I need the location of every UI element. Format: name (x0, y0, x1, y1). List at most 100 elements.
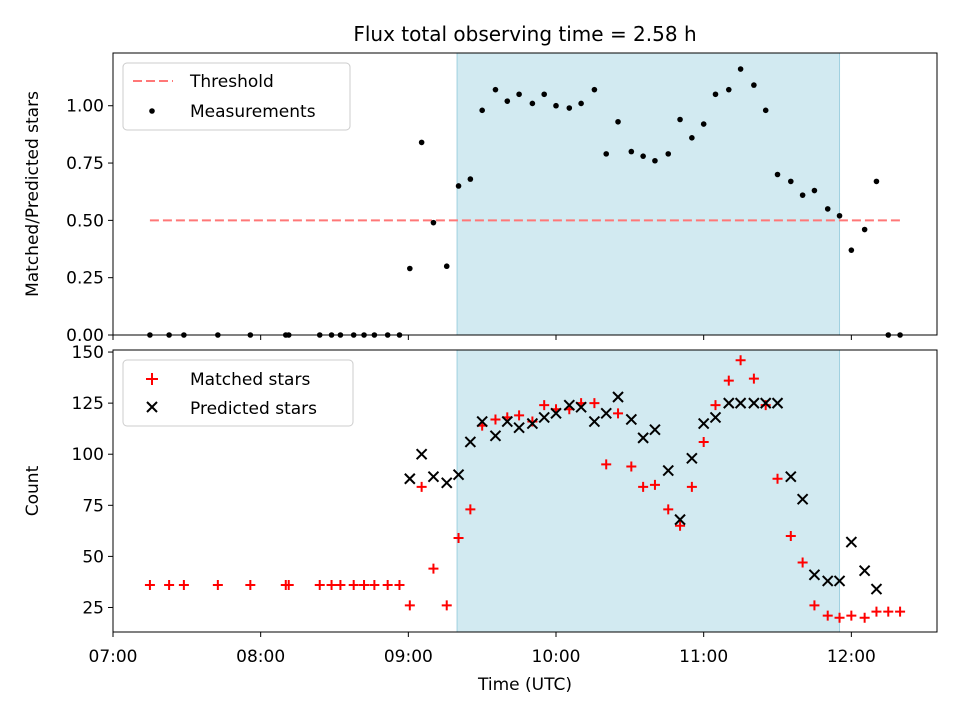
measurement-point (516, 91, 522, 98)
matched-star-point (394, 580, 405, 590)
predicted-star-point (686, 452, 698, 465)
bottom-axes-frame (112, 349, 938, 633)
bottom-legend-box (122, 359, 354, 427)
matched-star-point (859, 612, 870, 623)
measurement-point (615, 118, 621, 125)
predicted-star-point (415, 448, 428, 460)
matched-star-point (785, 530, 796, 541)
measurement-point (665, 151, 672, 157)
matched-star-point (178, 580, 189, 590)
measurement-point (774, 171, 781, 178)
top-panel: 0.00 0.25 0.50 0.75 1.00 Matched/Predicted s… (23, 52, 938, 346)
matched-star-point (589, 398, 600, 409)
matched-star-point (871, 606, 882, 617)
predicted-star-point (600, 407, 612, 420)
measurement-point (762, 107, 769, 114)
bottom-legend: Matched stars Predicted stars (122, 359, 354, 427)
y-tick-label: 1.00 (66, 97, 104, 117)
y-tick-label: 0.50 (66, 211, 104, 231)
measurement-point (467, 176, 474, 182)
bottom-y-axis-label: Count (23, 465, 43, 516)
matched-star-point (797, 557, 808, 568)
y-tick-label: 125 (72, 394, 104, 414)
matched-star-point (144, 580, 155, 590)
predicted-star-point (563, 399, 576, 411)
matched-star-point (283, 580, 294, 590)
matched-star-point (613, 408, 624, 419)
matched-star-point (416, 481, 427, 492)
x-tick-label: 07:00 (89, 647, 138, 667)
matched-star-point (638, 481, 649, 492)
measurement-point (407, 265, 413, 272)
predicted-star-point (526, 417, 539, 430)
matched-star-point (710, 400, 721, 411)
predicted-star-point (697, 417, 710, 430)
matched-star-point (369, 580, 380, 590)
predicted-star-point (538, 411, 550, 424)
legend-matched-label: Matched stars (190, 370, 310, 390)
predicted-star-point (452, 468, 465, 481)
measurement-point (529, 100, 536, 107)
matched-star-point (735, 355, 746, 366)
predicted-star-point (464, 436, 477, 448)
observing-window-band (456, 349, 841, 633)
matched-star-point (663, 504, 674, 515)
predicted-star-point (870, 583, 883, 595)
matched-star-point (675, 520, 686, 531)
predicted-star-point (404, 473, 416, 485)
matched-star-point (245, 580, 256, 590)
measurement-point (443, 263, 450, 270)
matched-star-point (698, 436, 709, 447)
measurement-point (430, 219, 437, 226)
legend-predicted-swatch (146, 401, 158, 413)
measurement-point (836, 212, 843, 219)
predicted-star-point (785, 470, 797, 483)
x-axis-label: Time (UTC) (477, 675, 572, 695)
measurement-point (455, 183, 462, 189)
x-tick-label: 11:00 (679, 647, 728, 667)
y-tick-label: 0.00 (66, 326, 104, 346)
matched-star-point (686, 481, 697, 492)
predicted-star-point (796, 493, 809, 505)
matched-star-point (514, 410, 525, 421)
matched-star-point (314, 580, 325, 590)
x-tick-label: 08:00 (236, 647, 285, 667)
measurement-point (861, 226, 868, 233)
measurement-point (824, 206, 831, 212)
top-y-axis-label: Matched/Predicted stars (23, 91, 43, 297)
matched-star-point (465, 504, 476, 515)
measurement-point (418, 139, 425, 146)
measurement-point (677, 116, 683, 123)
matched-star-point (895, 606, 906, 617)
predicted-star-point (625, 413, 638, 426)
matched-star-point (382, 580, 393, 590)
predicted-star-point (476, 415, 488, 428)
legend-matched-swatch (146, 373, 158, 385)
predicted-star-point (822, 575, 834, 587)
bottom-axis-ticks: 25 50 75 100 125 150 (72, 343, 852, 637)
measurement-point (811, 187, 818, 194)
predicted-star-point (662, 464, 674, 477)
x-tick-label: 12:00 (827, 647, 876, 667)
x-tick-label: 10:00 (532, 647, 581, 667)
measurement-point (640, 153, 646, 159)
matched-star-point (626, 461, 637, 472)
measurement-point (578, 100, 584, 107)
y-tick-label: 0.75 (66, 154, 104, 174)
y-tick-label: 150 (72, 343, 104, 363)
measurement-point (591, 86, 598, 93)
matched-star-point (348, 580, 359, 590)
y-tick-label: 0.25 (66, 269, 104, 289)
y-tick-label: 50 (82, 547, 104, 567)
predicted-star-point (588, 415, 601, 428)
measurement-point (566, 105, 573, 111)
matched-star-point (428, 563, 439, 574)
predicted-star-point (759, 397, 772, 409)
matched-star-point (601, 459, 612, 470)
matched-star-point (326, 580, 337, 590)
matched-star-point (772, 473, 783, 484)
measurement-point (848, 247, 855, 253)
measurement-point (541, 91, 547, 98)
top-axis-ticks: 0.00 0.25 0.50 0.75 1.00 (66, 97, 852, 346)
y-tick-label: 25 (82, 598, 104, 618)
